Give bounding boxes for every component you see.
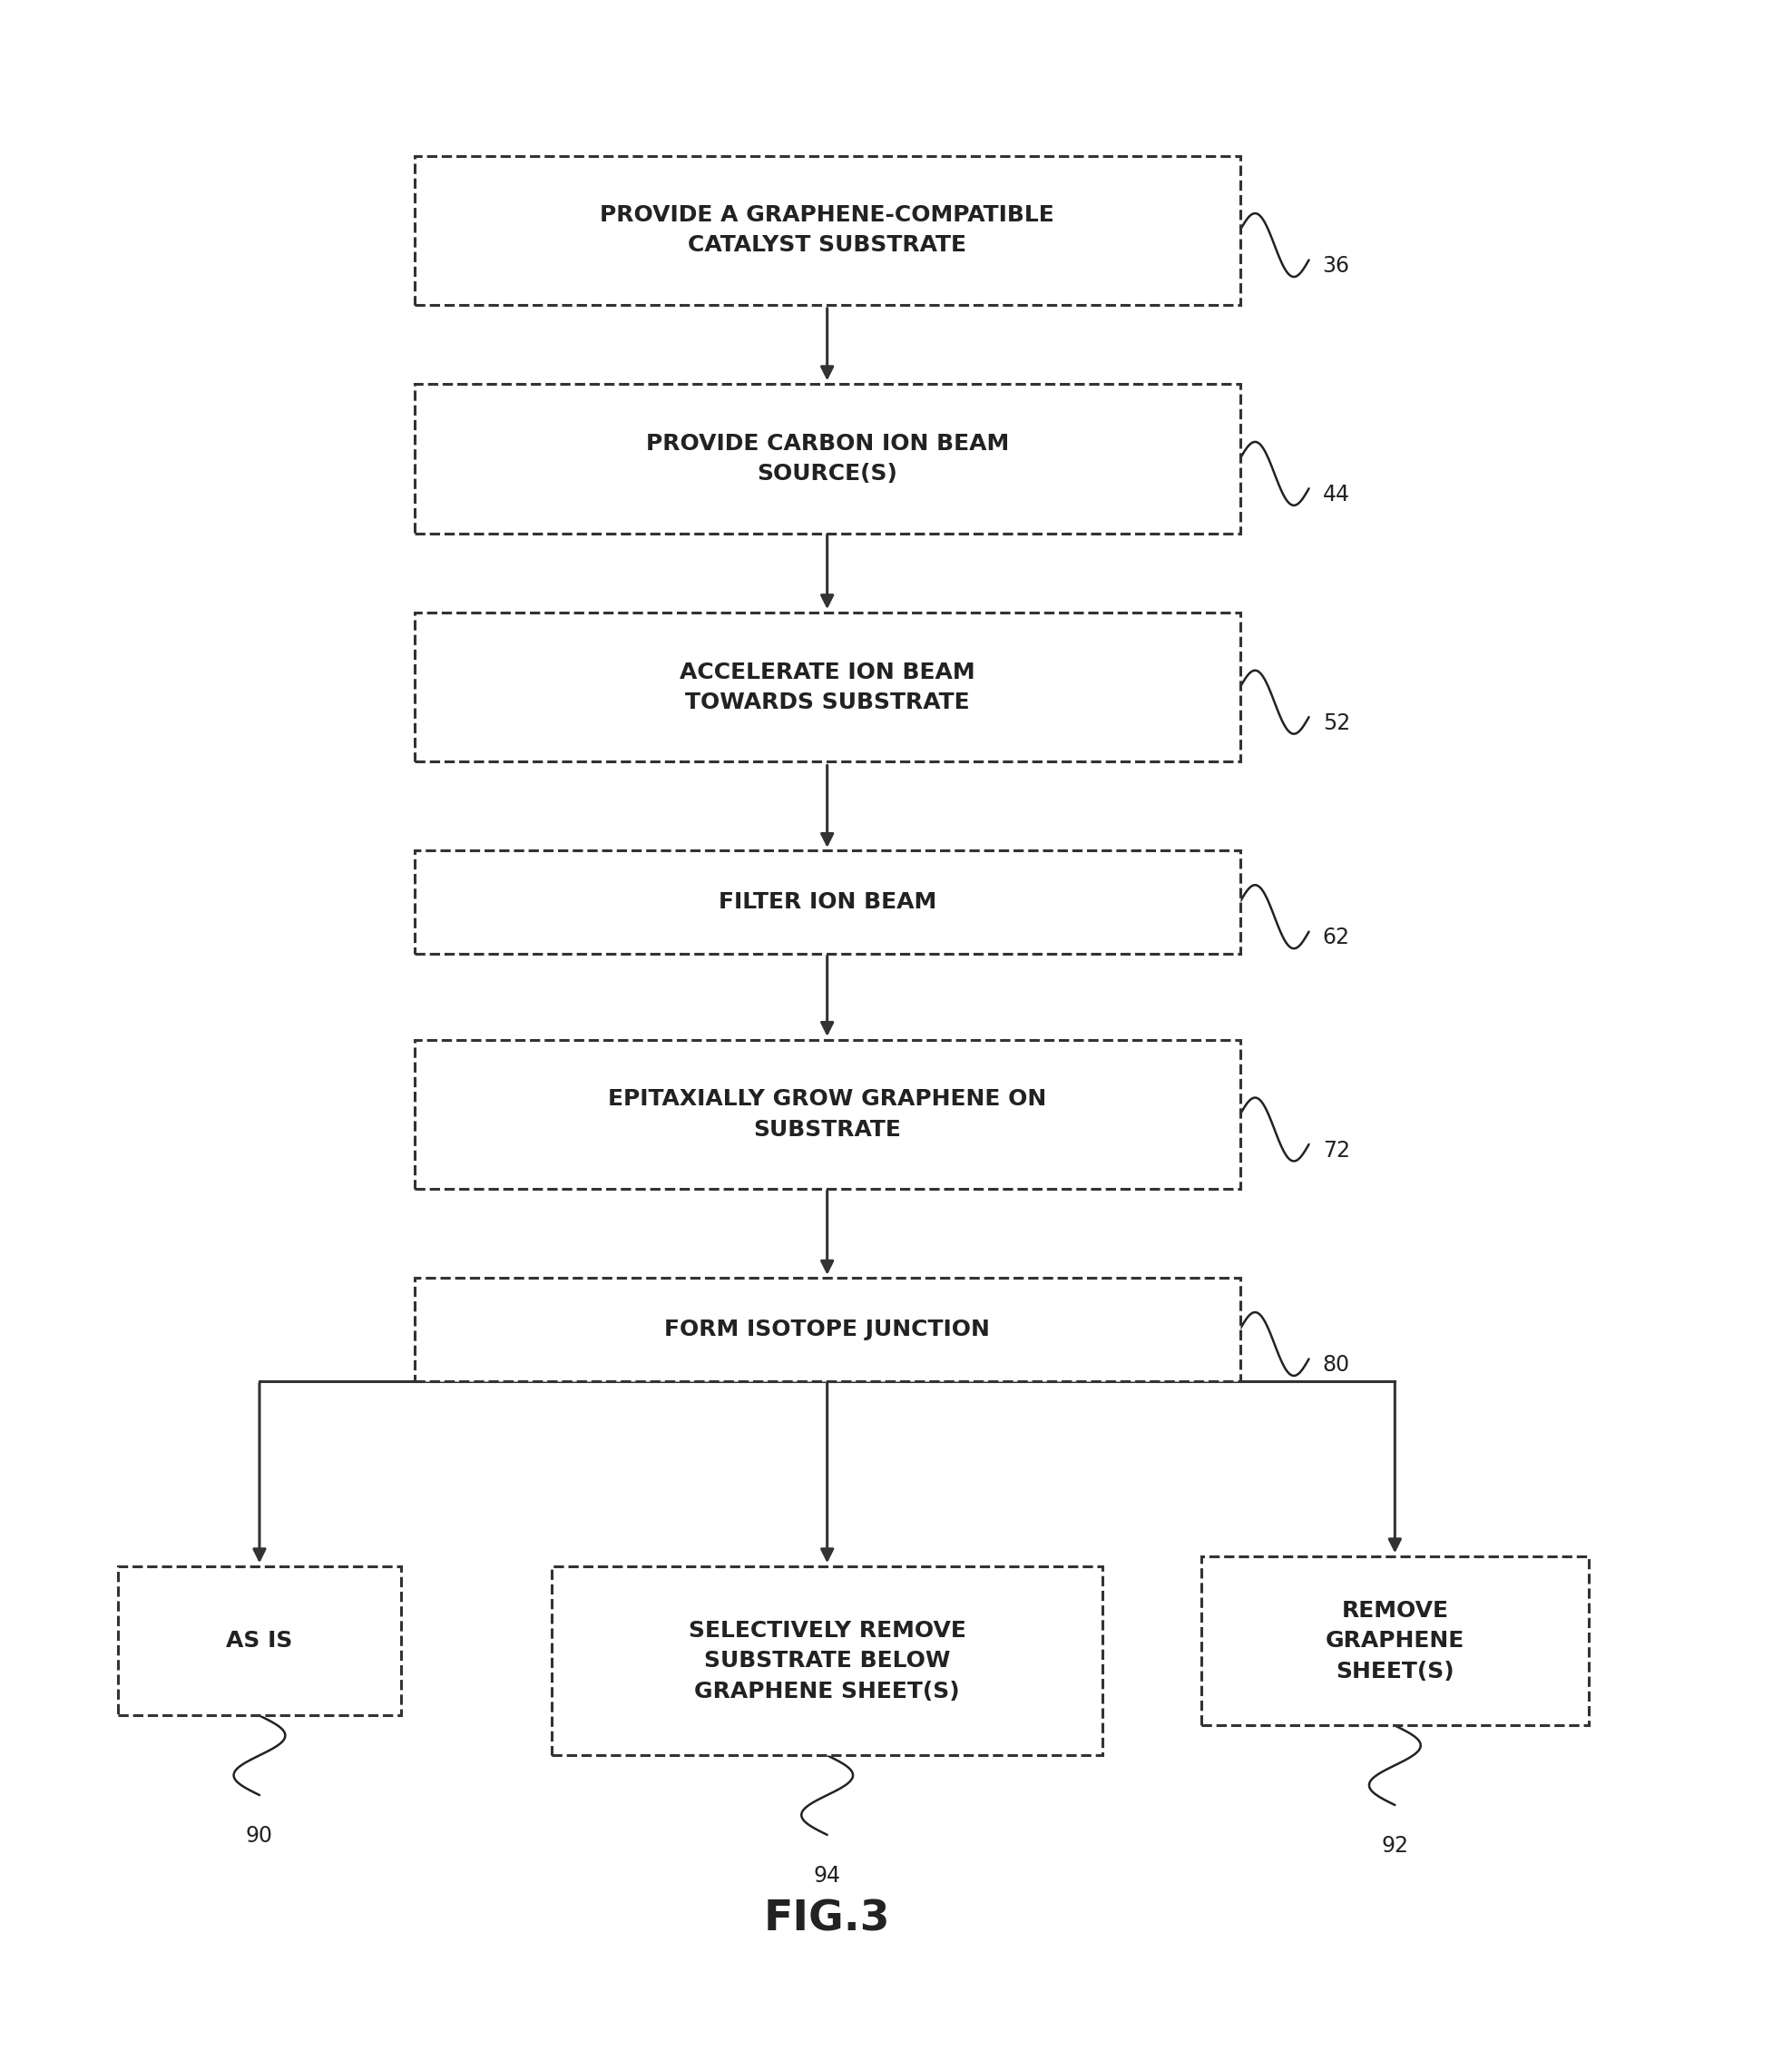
Text: PROVIDE A GRAPHENE-COMPATIBLE
CATALYST SUBSTRATE: PROVIDE A GRAPHENE-COMPATIBLE CATALYST S… <box>600 205 1054 257</box>
FancyBboxPatch shape <box>118 1567 401 1716</box>
Text: AS IS: AS IS <box>226 1631 292 1652</box>
Text: 62: 62 <box>1322 927 1349 948</box>
Text: FIG.3: FIG.3 <box>763 1898 891 1940</box>
Text: SELECTIVELY REMOVE
SUBSTRATE BELOW
GRAPHENE SHEET(S): SELECTIVELY REMOVE SUBSTRATE BELOW GRAPH… <box>688 1619 966 1702</box>
FancyBboxPatch shape <box>414 1039 1240 1188</box>
Text: 44: 44 <box>1322 484 1349 505</box>
FancyBboxPatch shape <box>552 1567 1102 1755</box>
Text: FORM ISOTOPE JUNCTION: FORM ISOTOPE JUNCTION <box>665 1319 989 1339</box>
FancyBboxPatch shape <box>1201 1557 1588 1726</box>
FancyBboxPatch shape <box>414 385 1240 534</box>
Text: EPITAXIALLY GROW GRAPHENE ON
SUBSTRATE: EPITAXIALLY GROW GRAPHENE ON SUBSTRATE <box>607 1089 1047 1141</box>
Text: 92: 92 <box>1382 1834 1409 1857</box>
Text: 94: 94 <box>814 1865 840 1886</box>
Text: 72: 72 <box>1322 1138 1349 1161</box>
Text: REMOVE
GRAPHENE
SHEET(S): REMOVE GRAPHENE SHEET(S) <box>1326 1600 1464 1683</box>
FancyBboxPatch shape <box>414 851 1240 954</box>
Text: ACCELERATE ION BEAM
TOWARDS SUBSTRATE: ACCELERATE ION BEAM TOWARDS SUBSTRATE <box>679 660 975 714</box>
Text: 36: 36 <box>1322 255 1349 277</box>
Text: PROVIDE CARBON ION BEAM
SOURCE(S): PROVIDE CARBON ION BEAM SOURCE(S) <box>645 433 1009 484</box>
Text: FILTER ION BEAM: FILTER ION BEAM <box>719 890 935 913</box>
FancyBboxPatch shape <box>414 613 1240 762</box>
FancyBboxPatch shape <box>414 1277 1240 1381</box>
Text: 80: 80 <box>1322 1354 1349 1377</box>
Text: 90: 90 <box>246 1826 272 1846</box>
FancyBboxPatch shape <box>414 155 1240 304</box>
Text: 52: 52 <box>1322 712 1349 735</box>
